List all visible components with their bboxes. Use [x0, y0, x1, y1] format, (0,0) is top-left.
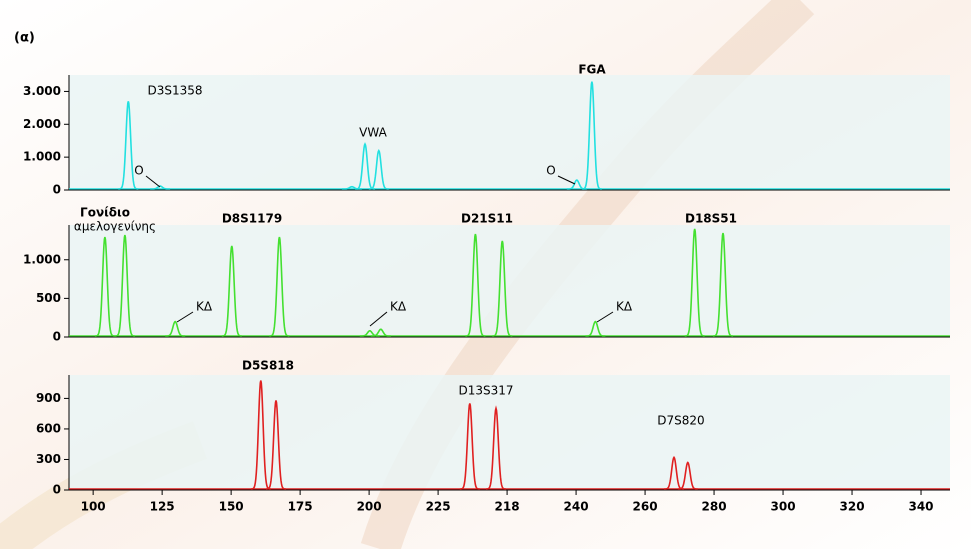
x-tick-label: 340	[908, 500, 933, 514]
peak	[118, 101, 139, 190]
annotation: D5S818	[242, 359, 294, 373]
y-tick-label: 2.000	[23, 117, 61, 131]
peak	[492, 240, 513, 337]
y-tick-label: 0	[53, 330, 61, 344]
peak	[465, 233, 486, 337]
plot-area	[69, 375, 950, 490]
leader-line	[557, 175, 576, 185]
peak	[713, 232, 733, 337]
y-tick-label: 0	[53, 483, 61, 497]
x-tick-label: 225	[426, 500, 451, 514]
y-tick-label: 0	[53, 183, 61, 197]
peak	[114, 234, 135, 337]
x-tick-label: 260	[633, 500, 658, 514]
x-tick-label: 125	[150, 500, 175, 514]
peak	[486, 405, 506, 490]
annotation: O	[546, 164, 555, 178]
leader-line	[145, 175, 161, 188]
peak	[684, 228, 705, 337]
panel-label: (α)	[14, 31, 35, 46]
leader-line	[369, 311, 388, 327]
y-tick-label: 1.000	[23, 252, 61, 266]
x-tick-label: 150	[219, 500, 244, 514]
peak	[677, 461, 698, 490]
x-tick-label: 218	[495, 500, 520, 514]
plot-area	[69, 75, 950, 190]
x-tick-label: 200	[357, 500, 382, 514]
y-tick-label: 600	[36, 421, 61, 435]
peak	[368, 148, 389, 190]
y-tick-label: 1.000	[23, 150, 61, 164]
x-tick-label: 175	[288, 500, 313, 514]
peak	[250, 380, 271, 490]
peak	[459, 403, 480, 490]
leader-line	[596, 311, 614, 323]
annotation: O	[134, 164, 143, 178]
annotation: FGA	[578, 63, 606, 77]
annotation: D13S317	[458, 384, 513, 398]
x-tick-label: 280	[702, 500, 727, 514]
peak	[94, 236, 115, 337]
annotation: Γονίδιο	[80, 206, 130, 220]
y-tick-label: 300	[36, 452, 61, 466]
peak	[370, 328, 391, 337]
annotation: VWA	[359, 126, 387, 140]
y-tick-label: 900	[36, 391, 61, 405]
annotation: D18S51	[685, 212, 737, 226]
annotation: D7S820	[657, 414, 704, 428]
x-tick-label: 300	[771, 500, 796, 514]
annotation: D3S1358	[147, 84, 202, 98]
x-tick-label: 100	[81, 500, 106, 514]
leader-line	[176, 311, 194, 323]
peak	[359, 329, 380, 337]
peak	[269, 236, 290, 337]
y-tick-label: 3.000	[23, 84, 61, 98]
peak	[585, 320, 606, 337]
x-tick-label: 320	[840, 500, 865, 514]
peak	[266, 400, 286, 490]
plot-area	[69, 225, 950, 337]
peak	[581, 81, 602, 190]
annotation: ΚΔ	[616, 300, 633, 314]
annotation: D21S11	[461, 212, 513, 226]
annotation: αμελογενίνης	[74, 220, 156, 234]
x-tick-label: 240	[564, 500, 589, 514]
annotation: ΚΔ	[196, 300, 213, 314]
y-tick-label: 500	[36, 291, 61, 305]
annotation: D8S1179	[222, 212, 282, 226]
peak	[221, 245, 242, 337]
annotation: ΚΔ	[390, 300, 407, 314]
peak	[150, 185, 171, 190]
peak	[165, 320, 186, 337]
